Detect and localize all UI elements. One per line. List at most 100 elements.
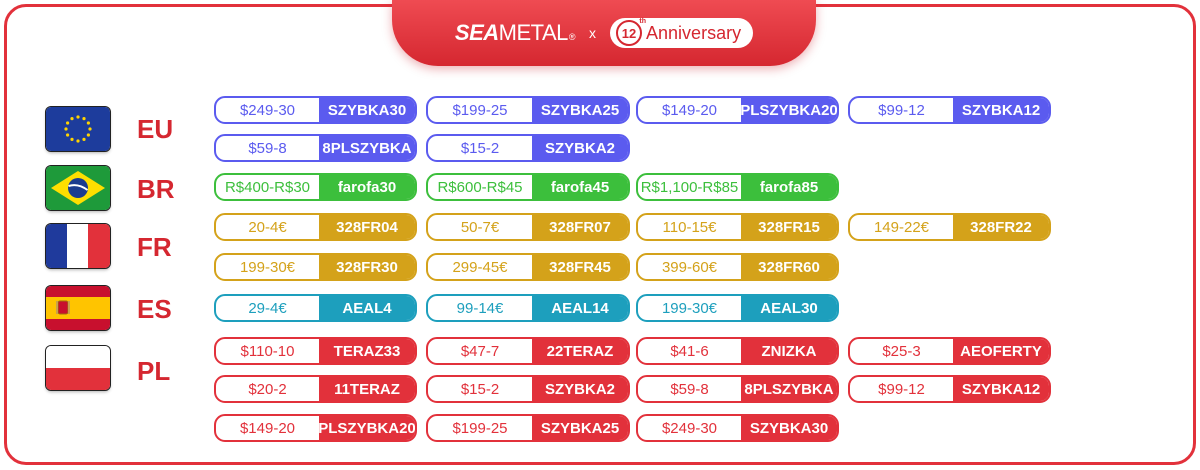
coupon-code[interactable]: PLSZYBKA20 — [740, 98, 837, 122]
coupon-eu-3[interactable]: $99-12 SZYBKA12 — [848, 96, 1051, 124]
coupon-code[interactable]: SZYBKA12 — [953, 98, 1049, 122]
coupon-amount: $41-6 — [670, 342, 709, 360]
coupon-pl-1[interactable]: $47-7 22TERAZ — [426, 337, 630, 365]
coupon-es-0[interactable]: 29-4€ AEAL4 — [214, 294, 417, 322]
coupon-amount: 110-15€ — [662, 218, 717, 236]
spain-flag-icon — [46, 286, 110, 330]
coupon-fr-4[interactable]: 199-30€ 328FR30 — [214, 253, 417, 281]
coupon-amount: $149-20 — [239, 419, 296, 437]
coupon-br-1[interactable]: R$600-R$45 farofa45 — [426, 173, 630, 201]
coupon-amount: $15-2 — [460, 380, 500, 398]
coupon-code[interactable]: SZYBKA25 — [532, 416, 628, 440]
coupon-amount: 199-30€ — [661, 299, 718, 317]
coupon-amount: $110-10 — [240, 342, 295, 360]
coupon-code[interactable]: SZYBKA2 — [532, 377, 628, 401]
coupon-code[interactable]: TERAZ33 — [319, 339, 415, 363]
coupon-pl-0[interactable]: $110-10 TERAZ33 — [214, 337, 417, 365]
coupon-amount: 50-7€ — [460, 218, 500, 236]
brand-metal: METAL — [498, 20, 569, 45]
coupon-amount: $15-2 — [460, 139, 500, 157]
coupon-code[interactable]: 328FR30 — [319, 255, 415, 279]
coupon-pl-7[interactable]: $99-12 SZYBKA12 — [848, 375, 1051, 403]
coupon-amount: $20-2 — [248, 380, 287, 398]
coupon-es-1[interactable]: 99-14€ AEAL14 — [426, 294, 630, 322]
coupon-eu-5[interactable]: $15-2 SZYBKA2 — [426, 134, 630, 162]
coupon-br-2[interactable]: R$1,100-R$85 farofa85 — [636, 173, 839, 201]
coupon-eu-2[interactable]: $149-20 PLSZYBKA20 — [636, 96, 839, 124]
coupon-code[interactable]: farofa45 — [532, 175, 628, 199]
brand-sea: SEA — [454, 20, 499, 45]
coupon-pl-10[interactable]: $249-30 SZYBKA30 — [636, 414, 839, 442]
coupon-fr-1[interactable]: 50-7€ 328FR07 — [426, 213, 630, 241]
coupon-amount: 29-4€ — [248, 299, 287, 317]
coupon-code[interactable]: 328FR45 — [532, 255, 628, 279]
region-code-pl: PL — [137, 356, 171, 386]
france-flag-icon — [46, 224, 110, 268]
coupon-code[interactable]: ZNIZKA — [741, 339, 837, 363]
coupon-pl-8[interactable]: $149-20 PLSZYBKA20 — [214, 414, 417, 442]
coupon-code[interactable]: farofa30 — [319, 175, 415, 199]
region-code-fr: FR — [137, 232, 172, 262]
coupon-amount: R$400-R$30 — [224, 178, 311, 196]
coupon-amount: 399-60€ — [661, 258, 718, 276]
coupon-pl-4[interactable]: $20-2 11TERAZ — [214, 375, 417, 403]
coupon-eu-0[interactable]: $249-30 SZYBKA30 — [214, 96, 417, 124]
coupon-fr-2[interactable]: 110-15€ 328FR15 — [636, 213, 839, 241]
anniversary-badge: 12 th Anniversary — [610, 18, 754, 48]
coupon-code[interactable]: 8PLSZYBKA — [319, 136, 415, 160]
coupon-amount: 149-22€ — [873, 218, 930, 236]
coupon-code[interactable]: SZYBKA30 — [319, 98, 415, 122]
coupon-amount: 199-30€ — [239, 258, 296, 276]
coupon-es-2[interactable]: 199-30€ AEAL30 — [636, 294, 839, 322]
coupon-code[interactable]: SZYBKA12 — [953, 377, 1049, 401]
coupon-amount: $25-3 — [882, 342, 921, 360]
coupon-amount: $59-8 — [670, 380, 709, 398]
coupon-amount: $59-8 — [248, 139, 287, 157]
coupon-code[interactable]: AEAL4 — [319, 296, 415, 320]
region-code-es: ES — [137, 294, 172, 324]
anniversary-label: Anniversary — [646, 22, 742, 43]
coupon-amount: $249-30 — [661, 419, 718, 437]
coupon-amount: $199-25 — [452, 101, 508, 119]
coupon-code[interactable]: farofa85 — [741, 175, 837, 199]
coupon-amount: $149-20 — [661, 101, 718, 119]
coupon-code[interactable]: 11TERAZ — [319, 377, 415, 401]
coupon-code[interactable]: 22TERAZ — [532, 339, 628, 363]
coupon-pl-2[interactable]: $41-6 ZNIZKA — [636, 337, 839, 365]
coupon-pl-6[interactable]: $59-8 8PLSZYBKA — [636, 375, 839, 403]
coupon-amount: R$1,100-R$85 — [640, 178, 739, 196]
coupon-amount: $99-12 — [878, 380, 925, 398]
coupon-code[interactable]: 328FR22 — [953, 215, 1049, 239]
anniversary-number: 12 th — [616, 18, 646, 46]
coupon-code[interactable]: PLSZYBKA20 — [318, 416, 415, 440]
coupon-code[interactable]: 8PLSZYBKA — [741, 377, 837, 401]
coupon-fr-5[interactable]: 299-45€ 328FR45 — [426, 253, 630, 281]
coupon-code[interactable]: SZYBKA2 — [532, 136, 628, 160]
coupon-code[interactable]: SZYBKA30 — [741, 416, 837, 440]
coupon-code[interactable]: 328FR60 — [741, 255, 837, 279]
brand-logo: SEA METAL ® — [454, 20, 576, 46]
eu-flag-icon — [46, 107, 110, 151]
coupon-amount: $99-12 — [878, 101, 925, 119]
coupon-code[interactable]: 328FR07 — [532, 215, 628, 239]
coupon-fr-6[interactable]: 399-60€ 328FR60 — [636, 253, 839, 281]
coupon-code[interactable]: AEAL30 — [741, 296, 837, 320]
coupon-code[interactable]: AEAL14 — [532, 296, 628, 320]
coupon-pl-9[interactable]: $199-25 SZYBKA25 — [426, 414, 630, 442]
coupon-amount: $199-25 — [452, 419, 508, 437]
coupon-code[interactable]: SZYBKA25 — [532, 98, 628, 122]
coupon-eu-4[interactable]: $59-8 8PLSZYBKA — [214, 134, 417, 162]
coupon-amount: 99-14€ — [456, 299, 504, 317]
coupon-pl-3[interactable]: $25-3 AEOFERTY — [848, 337, 1051, 365]
coupon-fr-0[interactable]: 20-4€ 328FR04 — [214, 213, 417, 241]
coupon-amount: $249-30 — [239, 101, 296, 119]
anniversary-number-text: 12 — [621, 25, 637, 41]
coupon-br-0[interactable]: R$400-R$30 farofa30 — [214, 173, 417, 201]
coupon-fr-3[interactable]: 149-22€ 328FR22 — [848, 213, 1051, 241]
coupon-code[interactable]: AEOFERTY — [953, 339, 1049, 363]
coupon-code[interactable]: 328FR04 — [319, 215, 415, 239]
coupon-eu-1[interactable]: $199-25 SZYBKA25 — [426, 96, 630, 124]
coupon-code[interactable]: 328FR15 — [741, 215, 837, 239]
brand-registered: ® — [568, 32, 576, 42]
coupon-pl-5[interactable]: $15-2 SZYBKA2 — [426, 375, 630, 403]
